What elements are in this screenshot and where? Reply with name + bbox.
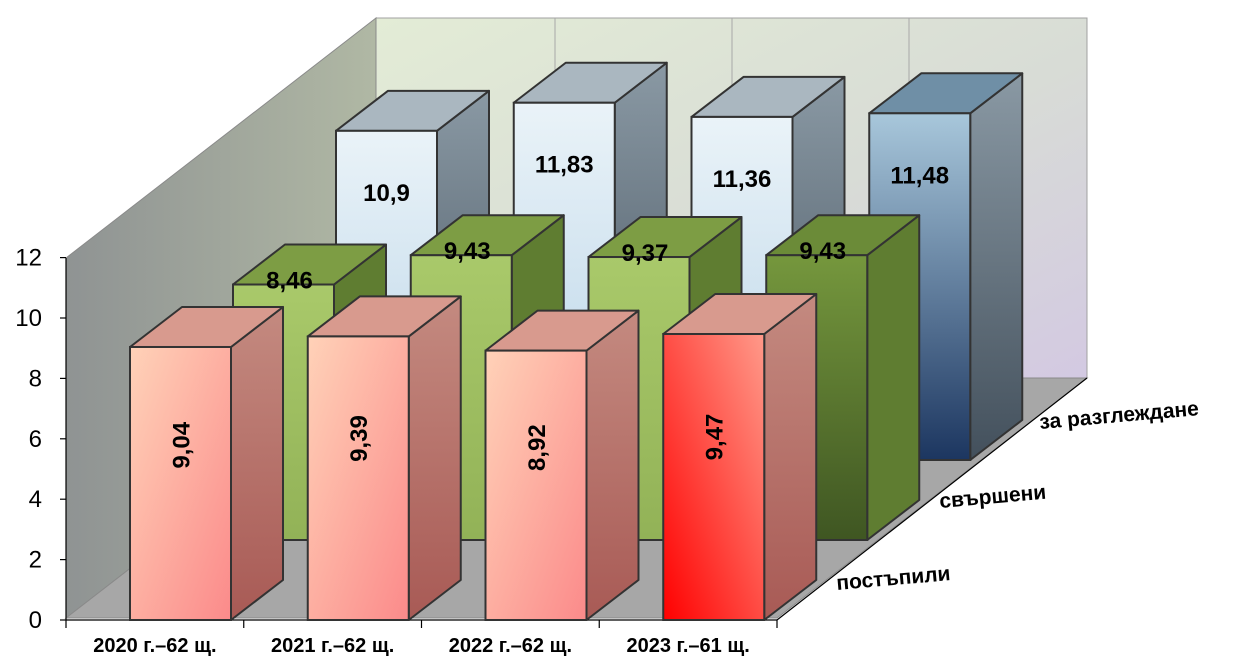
bar-front-face	[306, 335, 410, 621]
x-tick-label: 2020 г.–62 щ.	[93, 635, 216, 657]
data-label: 11,48	[890, 162, 949, 189]
data-label: 8,46	[266, 268, 313, 295]
data-label: 9,39	[346, 415, 373, 462]
y-tick-label: 0	[29, 607, 42, 634]
bar-side-face	[407, 295, 462, 621]
series-label: свършени	[938, 481, 1047, 513]
data-label: 10,9	[363, 180, 410, 207]
y-tick-label: 4	[29, 486, 42, 513]
bar-front-face	[484, 349, 588, 621]
bar-side-face	[969, 72, 1024, 461]
y-tick-group: 0 2 4 6 8 10 12	[15, 245, 66, 634]
data-label: 9,47	[702, 414, 729, 461]
series-label: постъпили	[835, 562, 951, 595]
bar-side-face	[230, 305, 284, 621]
bars: 10,9 11,83 11,36 11,48 8,46 9,43 9,37 9,43 9,04 9…	[129, 61, 1024, 621]
data-label: 11,83	[535, 152, 594, 179]
bar-received-1	[129, 305, 284, 621]
bar-front-face	[129, 345, 232, 621]
x-tick-label: 2022 г.–62 щ.	[449, 635, 572, 657]
y-axis: 0 2 4 6 8 10 12	[15, 245, 67, 634]
bar-side-face	[866, 214, 921, 541]
y-tick-label: 6	[29, 426, 42, 453]
y-tick-label: 8	[29, 365, 42, 392]
x-tick-label: 2021 г.–62 щ.	[271, 635, 394, 657]
data-label: 9,04	[169, 421, 196, 468]
data-label: 9,37	[622, 240, 669, 267]
bar-side-face	[763, 293, 818, 621]
bar-received-2	[306, 295, 462, 621]
series-label: за разглеждане	[1038, 397, 1199, 434]
bar-side-face	[585, 309, 640, 621]
y-tick-label: 10	[15, 305, 42, 332]
data-label: 11,36	[713, 166, 772, 193]
y-tick-label: 12	[15, 245, 42, 272]
x-axis: 2020 г.–62 щ. 2021 г.–62 щ. 2022 г.–62 щ. 2…	[65, 377, 1088, 657]
bar-received-3	[484, 309, 640, 621]
data-label: 9,43	[799, 238, 846, 265]
data-label: 8,92	[524, 424, 551, 471]
data-label: 9,43	[444, 238, 491, 265]
bar-received-4	[662, 293, 818, 621]
bar-front-face	[662, 333, 766, 621]
x-tick-group: 2020 г.–62 щ. 2021 г.–62 щ. 2022 г.–62 щ. 2…	[65, 620, 778, 657]
x-tick-label: 2023 г.–61 щ.	[626, 635, 749, 657]
y-tick-label: 2	[29, 547, 42, 574]
